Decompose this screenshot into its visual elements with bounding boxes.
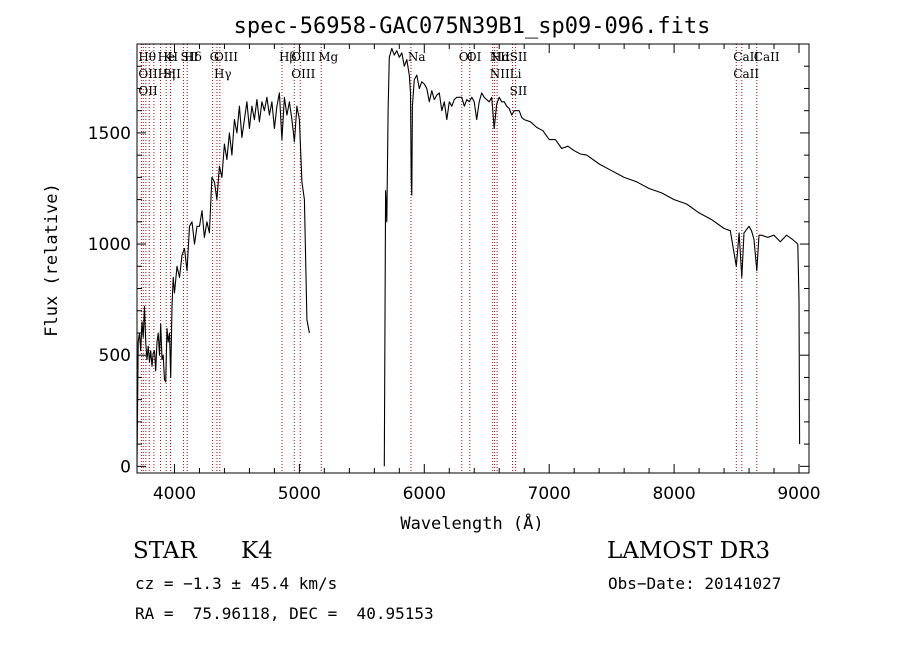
line-label: NII bbox=[490, 50, 510, 64]
line-label: OI bbox=[459, 50, 474, 64]
spectrum-segment-1 bbox=[383, 47, 801, 467]
spectrum-segment-0 bbox=[136, 92, 310, 467]
x-tick-label: 6000 bbox=[403, 484, 446, 504]
line-label: Na bbox=[408, 50, 426, 64]
y-axis-label: Flux (relative) bbox=[42, 183, 62, 337]
line-label: SII bbox=[510, 84, 528, 98]
line-label: Hβ bbox=[279, 50, 296, 64]
line-label: Hδ bbox=[184, 50, 202, 64]
line-label: SII bbox=[510, 50, 528, 64]
observation-date: Obs−Date: 20141027 bbox=[608, 574, 782, 593]
plot-frame bbox=[136, 43, 810, 474]
line-label: SII bbox=[163, 67, 181, 81]
line-label: OII bbox=[138, 67, 158, 81]
x-tick-label: 9000 bbox=[777, 484, 820, 504]
line-label: Hθ bbox=[138, 50, 156, 64]
x-tick-label: 8000 bbox=[652, 484, 695, 504]
line-label: CaII bbox=[754, 50, 780, 64]
line-label: OIII bbox=[214, 50, 238, 64]
x-tick-label: 7000 bbox=[528, 484, 571, 504]
x-axis: 4000 5000 6000 7000 8000 9000 bbox=[153, 44, 821, 504]
line-label: Mg bbox=[318, 50, 338, 64]
spectral-line-markers bbox=[140, 44, 758, 473]
x-axis-label: Wavelength (Å) bbox=[400, 512, 543, 534]
line-label: OI bbox=[467, 50, 482, 64]
y-tick-label: 1000 bbox=[88, 235, 131, 255]
object-class: STAR bbox=[133, 538, 197, 564]
spectrum-series bbox=[136, 47, 801, 467]
x-tick-label: 4000 bbox=[153, 484, 196, 504]
spectral-subclass: K4 bbox=[241, 538, 273, 564]
coordinates: RA = 75.96118, DEC = 40.95153 bbox=[135, 604, 434, 623]
survey-name: LAMOST DR3 bbox=[607, 538, 771, 564]
line-label: OII bbox=[138, 84, 158, 98]
line-label: Hγ bbox=[214, 67, 232, 81]
x-tick-label: 5000 bbox=[278, 484, 321, 504]
line-label: Hα bbox=[492, 50, 511, 64]
line-label: CaII bbox=[733, 67, 759, 81]
line-label: OIII bbox=[291, 67, 315, 81]
redshift-velocity: cz = −1.3 ± 45.4 km/s bbox=[135, 574, 338, 593]
y-axis: 0 500 1000 1500 bbox=[88, 65, 809, 477]
line-label: Hη bbox=[158, 67, 176, 81]
line-label: Li bbox=[510, 67, 522, 81]
line-label: G bbox=[210, 50, 220, 64]
line-label: K bbox=[163, 50, 173, 64]
y-tick-label: 1500 bbox=[88, 124, 131, 144]
chart-title: spec-56958-GAC075N39B1_sp09-096.fits bbox=[234, 14, 711, 39]
line-label: H bbox=[168, 50, 178, 64]
line-label: He bbox=[158, 50, 176, 64]
y-tick-label: 0 bbox=[120, 457, 131, 477]
y-tick-label: 500 bbox=[99, 346, 131, 366]
line-label: SII bbox=[180, 50, 198, 64]
line-label: CaII bbox=[733, 50, 759, 64]
line-label: NII bbox=[490, 67, 510, 81]
line-label: OIII bbox=[291, 50, 315, 64]
